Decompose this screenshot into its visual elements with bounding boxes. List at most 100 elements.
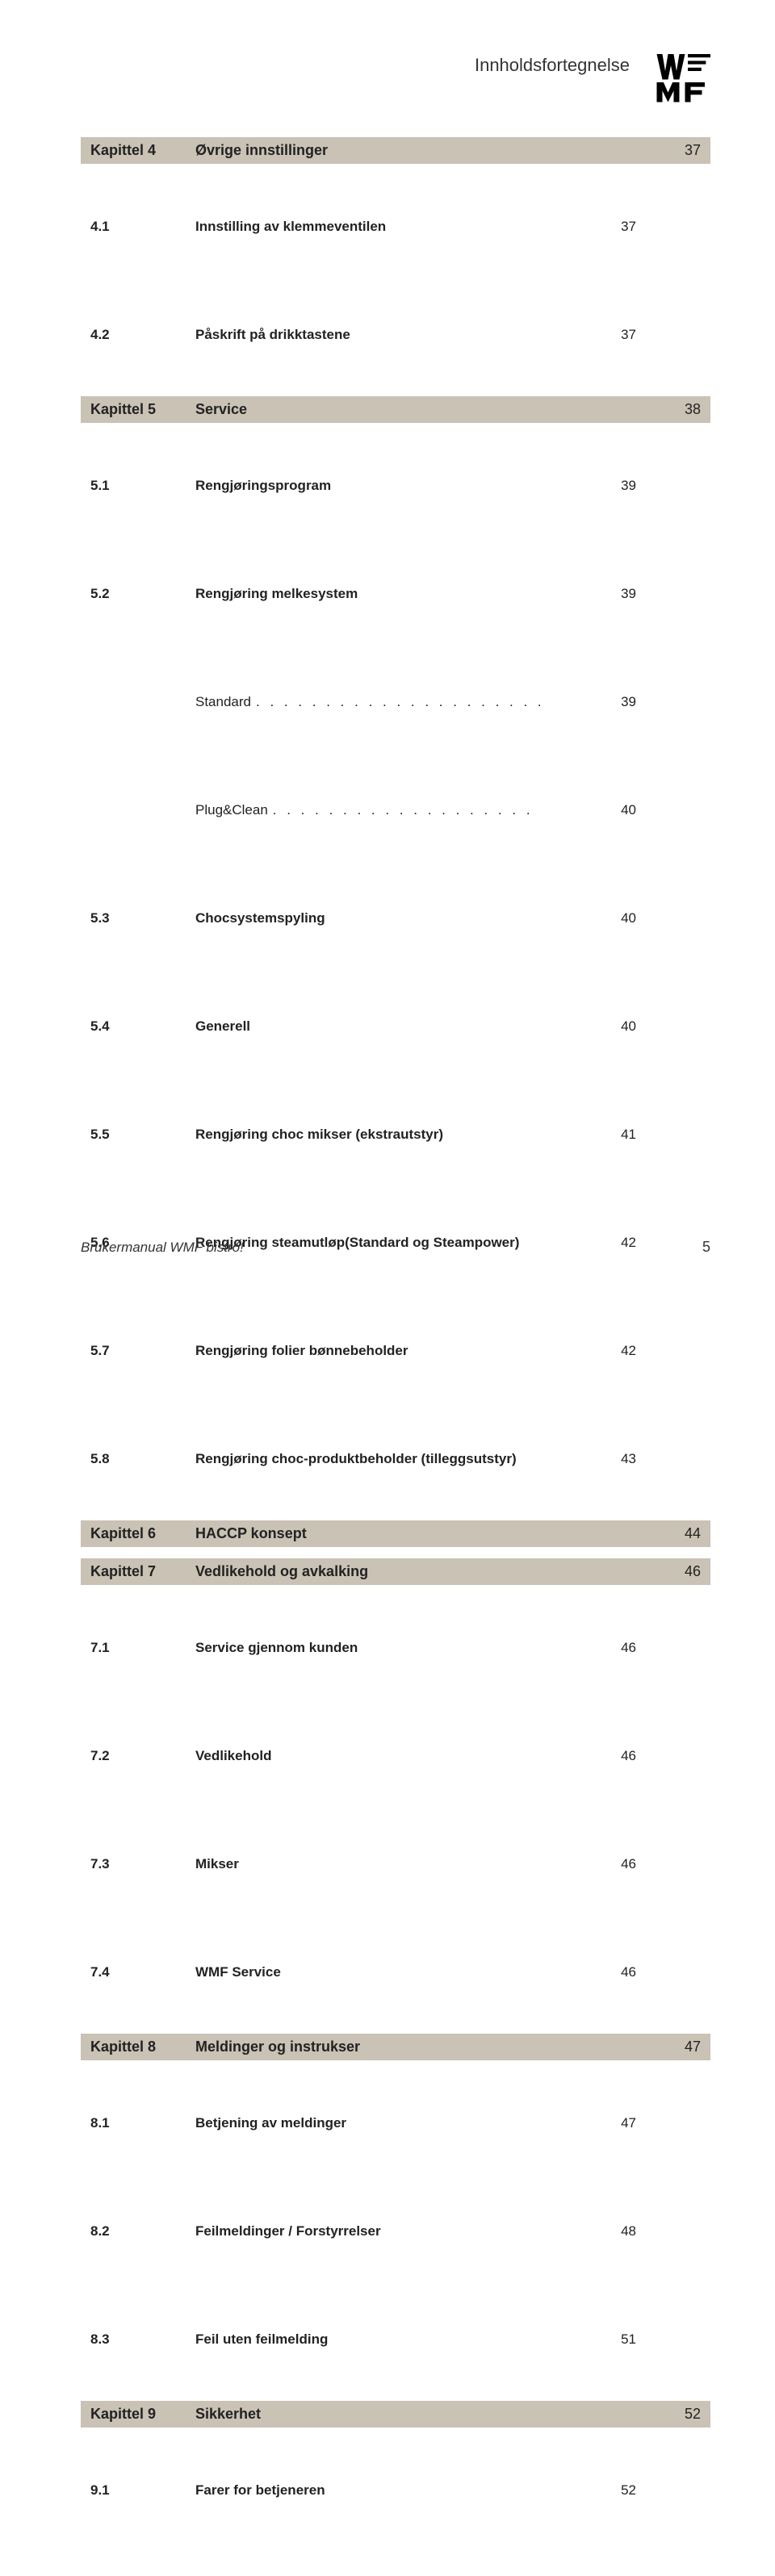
entry-title: Rengjøringsprogram bbox=[195, 478, 331, 494]
entry-title: WMF Service bbox=[195, 1964, 281, 1980]
entry-title: Innstilling av klemmeventilen bbox=[195, 219, 386, 235]
table-of-contents: Kapittel 4Øvrige innstillinger374.1Innst… bbox=[81, 137, 710, 2576]
toc-entry: 5.3Chocsystemspyling 40 bbox=[81, 860, 710, 968]
entry-number: 5.7 bbox=[90, 1343, 195, 1359]
entry-title: Betjening av meldinger bbox=[195, 2115, 346, 2131]
entry-page: 42 bbox=[540, 1294, 701, 1399]
entry-title: Mikser bbox=[195, 1856, 239, 1872]
entry-page: 39 bbox=[540, 537, 701, 642]
toc-section-header: Kapittel 7Vedlikehold og avkalking46 bbox=[81, 1558, 710, 1585]
section-title: Service bbox=[195, 401, 685, 418]
section-number: Kapittel 8 bbox=[90, 2039, 195, 2055]
entry-number: 7.2 bbox=[90, 1748, 195, 1764]
toc-entry: 5.8Rengjøring choc-produktbeholder (till… bbox=[81, 1401, 710, 1509]
toc-entry: 8.2Feilmeldinger / Forstyrrelser 48 bbox=[81, 2173, 710, 2281]
entry-title: Påskrift på drikktastene bbox=[195, 327, 350, 343]
entry-page: 43 bbox=[540, 1403, 701, 1508]
entry-number: 8.2 bbox=[90, 2223, 195, 2239]
leader-dots: . . . . . . . . . . . . . . . . . . . . … bbox=[268, 802, 540, 818]
toc-section-header: Kapittel 6HACCP konsept44 bbox=[81, 1520, 710, 1547]
entry-number: 8.1 bbox=[90, 2115, 195, 2131]
sub-entry-page: 39 bbox=[540, 646, 701, 751]
header-title: Innholdsfortegnelse bbox=[475, 55, 630, 76]
entry-page: 52 bbox=[540, 2434, 701, 2539]
entry-number: 7.4 bbox=[90, 1964, 195, 1980]
entry-number: 5.1 bbox=[90, 478, 195, 494]
entry-page: 48 bbox=[540, 2175, 701, 2280]
entry-page: 40 bbox=[540, 862, 701, 967]
entry-page: 46 bbox=[540, 1591, 701, 1696]
section-page: 47 bbox=[685, 2039, 701, 2055]
section-number: Kapittel 7 bbox=[90, 1563, 195, 1580]
toc-entry: 5.2Rengjøring melkesystem 39 bbox=[81, 536, 710, 644]
entry-title: Rengjøring folier bønnebeholder bbox=[195, 1343, 408, 1359]
section-title: Vedlikehold og avkalking bbox=[195, 1563, 685, 1580]
entry-number: 5.3 bbox=[90, 910, 195, 926]
entry-number: 5.8 bbox=[90, 1451, 195, 1467]
section-title: Meldinger og instrukser bbox=[195, 2039, 685, 2055]
section-page: 38 bbox=[685, 401, 701, 418]
toc-entry: 7.1Service gjennom kunden 46 bbox=[81, 1590, 710, 1698]
entry-number: 7.3 bbox=[90, 1856, 195, 1872]
footer-text: Brukermanual WMF bistro! bbox=[81, 1240, 244, 1256]
wmf-logo-icon bbox=[654, 48, 710, 105]
section-page: 37 bbox=[685, 142, 701, 159]
entry-page: 41 bbox=[540, 1078, 701, 1183]
toc-entry: 5.7Rengjøring folier bønnebeholder 42 bbox=[81, 1293, 710, 1401]
toc-entry: 8.1Betjening av meldinger 47 bbox=[81, 2065, 710, 2173]
entry-number: 5.2 bbox=[90, 586, 195, 602]
toc-sub-entry: Standard. . . . . . . . . . . . . . . . … bbox=[81, 644, 710, 752]
entry-title: Generell bbox=[195, 1018, 250, 1035]
toc-entry: 7.3Mikser 46 bbox=[81, 1806, 710, 1914]
entry-page: 47 bbox=[540, 2067, 701, 2172]
entry-title: Chocsystemspyling bbox=[195, 910, 325, 926]
toc-section-header: Kapittel 5Service38 bbox=[81, 396, 710, 423]
entry-number: 4.2 bbox=[90, 327, 195, 343]
toc-entry: 8.3Feil uten feilmelding 51 bbox=[81, 2281, 710, 2390]
entry-page: 37 bbox=[540, 170, 701, 275]
entry-title: Rengjøring choc mikser (ekstrautstyr) bbox=[195, 1127, 443, 1143]
sub-entry-title: Standard bbox=[195, 694, 251, 710]
toc-sub-entry: Plug&Clean. . . . . . . . . . . . . . . … bbox=[81, 752, 710, 860]
section-number: Kapittel 5 bbox=[90, 401, 195, 418]
toc-entry: 9.2Farer for kaffemaskinen53 bbox=[81, 2540, 710, 2576]
entry-title: Feil uten feilmelding bbox=[195, 2331, 328, 2348]
toc-entry: 4.2Påskrift på drikktastene37 bbox=[81, 277, 710, 385]
page-footer: Brukermanual WMF bistro! 5 bbox=[81, 1239, 710, 1256]
section-page: 52 bbox=[685, 2406, 701, 2423]
entry-page: 40 bbox=[540, 970, 701, 1075]
entry-title: Service gjennom kunden bbox=[195, 1640, 358, 1656]
entry-title: Farer for betjeneren bbox=[195, 2482, 325, 2499]
entry-number: 4.1 bbox=[90, 219, 195, 235]
footer-page-number: 5 bbox=[702, 1239, 710, 1256]
section-number: Kapittel 9 bbox=[90, 2406, 195, 2423]
toc-section-header: Kapittel 8Meldinger og instrukser47 bbox=[81, 2034, 710, 2060]
entry-number: 7.1 bbox=[90, 1640, 195, 1656]
toc-entry: 5.4Generell40 bbox=[81, 968, 710, 1077]
section-title: HACCP konsept bbox=[195, 1525, 685, 1542]
section-page: 46 bbox=[685, 1563, 701, 1580]
entry-page: 46 bbox=[540, 1916, 701, 2021]
page-header: Innholdsfortegnelse bbox=[81, 48, 710, 105]
entry-number: 8.3 bbox=[90, 2331, 195, 2348]
entry-page: 46 bbox=[540, 1700, 701, 1804]
entry-number: 5.5 bbox=[90, 1127, 195, 1143]
section-number: Kapittel 4 bbox=[90, 142, 195, 159]
entry-number: 9.1 bbox=[90, 2482, 195, 2499]
toc-entry: 5.5Rengjøring choc mikser (ekstrautstyr)… bbox=[81, 1077, 710, 1185]
section-number: Kapittel 6 bbox=[90, 1525, 195, 1542]
entry-page: 46 bbox=[540, 1808, 701, 1913]
section-page: 44 bbox=[685, 1525, 701, 1542]
toc-section-header: Kapittel 4Øvrige innstillinger37 bbox=[81, 137, 710, 164]
toc-entry: 7.2Vedlikehold46 bbox=[81, 1698, 710, 1806]
toc-entry: 9.1Farer for betjeneren 52 bbox=[81, 2432, 710, 2540]
toc-section-header: Kapittel 9Sikkerhet52 bbox=[81, 2401, 710, 2428]
sub-entry-page: 40 bbox=[540, 754, 701, 859]
section-title: Sikkerhet bbox=[195, 2406, 685, 2423]
section-title: Øvrige innstillinger bbox=[195, 142, 685, 159]
entry-page: 51 bbox=[540, 2283, 701, 2388]
toc-entry: 4.1Innstilling av klemmeventilen 37 bbox=[81, 169, 710, 277]
entry-title: Feilmeldinger / Forstyrrelser bbox=[195, 2223, 381, 2239]
entry-title: Rengjøring melkesystem bbox=[195, 586, 358, 602]
toc-entry: 5.1Rengjøringsprogram39 bbox=[81, 428, 710, 536]
